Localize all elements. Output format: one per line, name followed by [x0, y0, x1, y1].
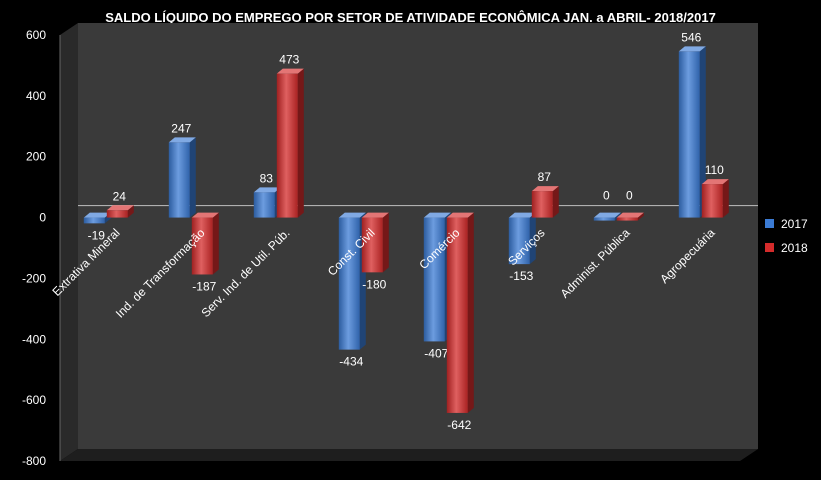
bar-2018-2 [191, 212, 219, 275]
y-tick-label: 400 [26, 89, 46, 103]
side-wall [60, 23, 78, 461]
bar-2017-7 [593, 212, 621, 221]
bar-2017-8 [678, 46, 706, 218]
plot-wall [78, 23, 758, 449]
legend-label-2018: 2018 [781, 241, 808, 255]
y-tick-label: -800 [22, 454, 46, 468]
data-label-2017-6: -153 [509, 269, 533, 283]
data-label-2018-7: 0 [626, 189, 633, 203]
legend-swatch-2017 [765, 219, 774, 228]
y-tick-label: -200 [22, 271, 46, 285]
data-label-2017-2: 247 [171, 121, 191, 135]
data-label-2018-3: 473 [279, 53, 299, 67]
y-tick-label: 200 [26, 150, 46, 164]
bar-2017-3 [253, 187, 281, 218]
data-label-2018-2: -187 [192, 279, 216, 293]
y-tick-label: 0 [39, 211, 46, 225]
data-label-2018-5: -642 [447, 418, 471, 432]
bar-2018-8 [701, 179, 729, 218]
data-label-2017-5: -407 [424, 346, 448, 360]
bar-2018-6 [531, 186, 559, 218]
data-label-2018-4: -180 [362, 277, 386, 291]
bar-2017-4 [338, 212, 366, 350]
bar-2018-7 [616, 212, 644, 221]
legend-swatch-2018 [765, 243, 774, 252]
data-label-2018-6: 87 [538, 170, 552, 184]
bar-2018-3 [276, 68, 304, 218]
y-tick-label: -400 [22, 332, 46, 346]
bar-2017-2 [168, 137, 196, 218]
data-label-2018-8: 110 [705, 163, 724, 177]
bar-2018-1 [106, 205, 134, 218]
y-tick-label: 600 [26, 28, 46, 42]
data-label-2017-3: 83 [260, 171, 274, 185]
chart-title: SALDO LÍQUIDO DO EMPREGO POR SETOR DE AT… [105, 10, 716, 25]
data-label-2017-7: 0 [603, 189, 610, 203]
bar-2018-4 [361, 212, 389, 273]
plot-floor [60, 449, 758, 461]
bar-2017-6 [508, 212, 536, 265]
data-label-2017-4: -434 [339, 355, 363, 369]
bar-2018-5 [446, 212, 474, 413]
y-tick-label: -600 [22, 393, 46, 407]
data-label-2017-1: -19 [88, 228, 106, 242]
data-label-2017-8: 546 [681, 30, 701, 44]
legend-label-2017: 2017 [781, 217, 808, 231]
data-label-2018-1: 24 [113, 189, 127, 203]
